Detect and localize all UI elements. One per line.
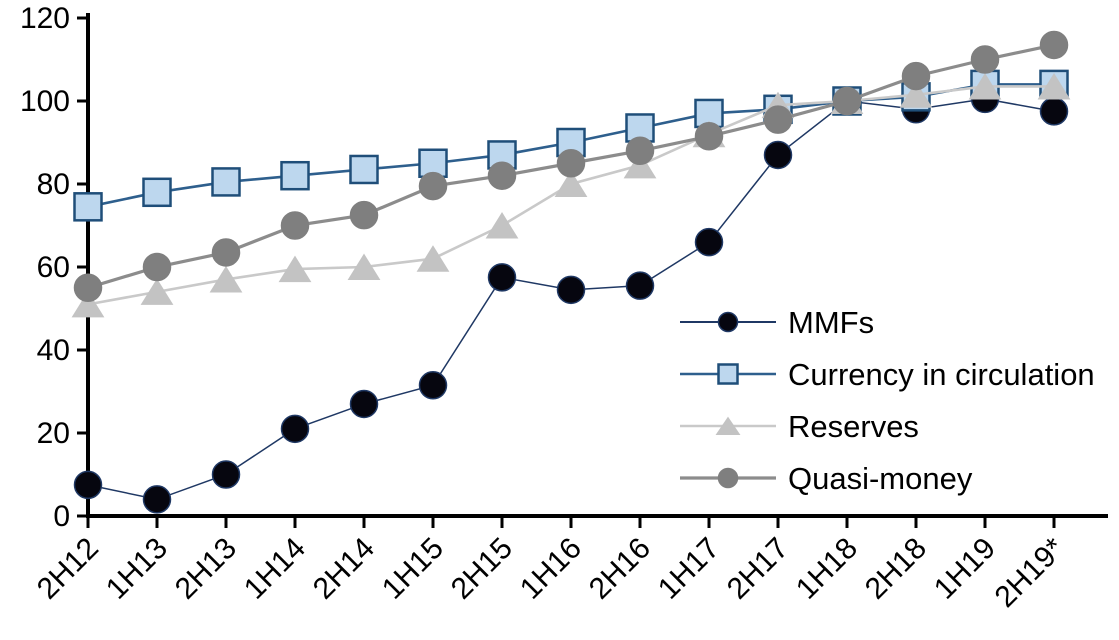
x-tick-label: 1H14 (238, 532, 312, 606)
x-tick-label: 2H17 (721, 532, 795, 606)
x-tick-label: 2H14 (307, 532, 381, 606)
legend-item-quasi-money: Quasi-money (680, 457, 1095, 499)
legend-item-reserves: Reserves (680, 405, 1095, 447)
legend-label-reserves: Reserves (788, 408, 919, 444)
x-tick-label: 1H16 (514, 532, 588, 606)
x-tick-label: 2H13 (169, 532, 243, 606)
y-tick-label: 100 (20, 85, 70, 118)
chart-legend: MMFs Currency in circulation Reserves Qu… (680, 301, 1095, 499)
mmfs-marker-icon (680, 311, 776, 333)
currency-marker-icon (680, 363, 776, 385)
legend-label-mmfs: MMFs (788, 304, 875, 340)
x-tick-label: 1H19 (928, 532, 1002, 606)
x-tick-label: 2H15 (445, 532, 519, 606)
y-tick-label: 60 (37, 251, 70, 284)
legend-item-currency: Currency in circulation (680, 353, 1095, 395)
x-tick-label: 2H18 (859, 532, 933, 606)
x-tick-label: 1H18 (790, 532, 864, 606)
legend-label-quasi-money: Quasi-money (788, 460, 973, 496)
legend-item-mmfs: MMFs (680, 301, 1095, 343)
y-tick-label: 80 (37, 168, 70, 201)
x-tick-label: 1H13 (100, 532, 174, 606)
quasi-money-marker-icon (680, 467, 776, 489)
x-axis: 2H121H132H131H142H141H152H151H162H161H17… (31, 514, 1108, 614)
x-tick-label: 2H16 (583, 532, 657, 606)
y-tick-label: 0 (53, 500, 70, 533)
x-tick-label: 1H15 (376, 532, 450, 606)
x-tick-label: 1H17 (652, 532, 726, 606)
x-tick-label: 2H19* (989, 531, 1072, 614)
y-tick-label: 40 (37, 334, 70, 367)
reserves-marker-icon (680, 416, 776, 435)
series-3 (73, 30, 1069, 302)
y-tick-label: 120 (20, 2, 70, 35)
x-tick-label: 2H12 (31, 532, 105, 606)
y-tick-label: 20 (37, 417, 70, 450)
y-axis: 0 20 40 60 80 100 120 (20, 2, 90, 533)
legend-label-currency: Currency in circulation (788, 356, 1095, 392)
